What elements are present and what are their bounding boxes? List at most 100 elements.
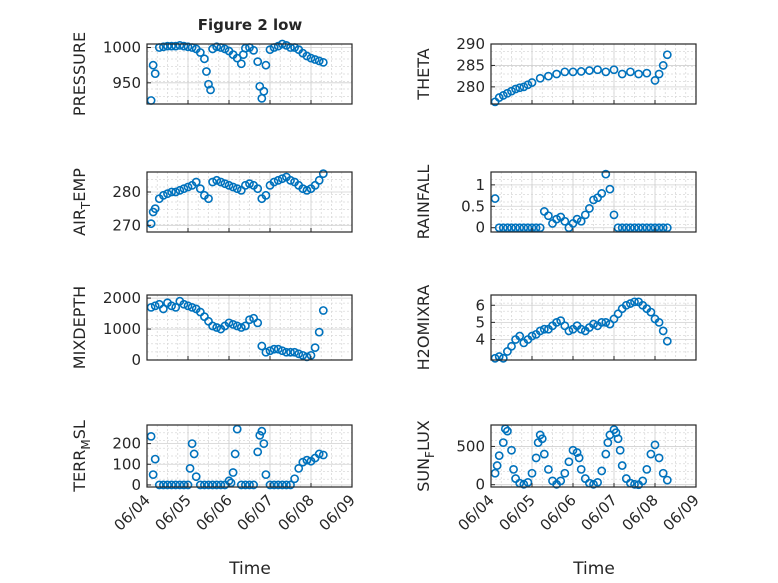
data-point [195, 480, 205, 490]
y-tick-label: 285 [456, 56, 485, 74]
x-tick-label: 06/08 [275, 491, 318, 534]
data-point [498, 223, 508, 233]
x-tick-label: 06/04 [111, 491, 154, 534]
data-point [179, 41, 189, 51]
data-point [502, 223, 512, 233]
data-point [148, 470, 158, 479]
data-point [195, 184, 205, 194]
y-tick-label: 0.5 [461, 197, 485, 215]
data-point [597, 317, 607, 327]
axes-box [490, 43, 697, 105]
axes-box [146, 171, 353, 233]
data-point [195, 48, 205, 57]
data-point [163, 189, 172, 199]
data-point [150, 301, 160, 311]
data-point [650, 76, 660, 85]
x-tick-label: 06/05 [496, 491, 539, 534]
data-point [257, 341, 267, 351]
data-point [507, 341, 516, 351]
data-point [630, 297, 639, 307]
data-point [593, 65, 602, 75]
y-tick-label: 0 [475, 219, 485, 237]
data-point [208, 321, 217, 331]
data-point [259, 86, 269, 96]
data-point [179, 184, 189, 194]
data-point [236, 480, 246, 490]
data-point [204, 194, 213, 204]
data-point [236, 59, 246, 69]
data-point [613, 434, 623, 444]
y-tick-label: 280 [112, 183, 141, 201]
y-tick-label: 950 [112, 74, 141, 92]
data-point [535, 73, 545, 83]
data-point [560, 67, 570, 77]
data-point [634, 69, 643, 79]
data-point [494, 223, 504, 233]
data-point [228, 468, 238, 477]
y-tick-label: 0 [475, 476, 485, 494]
data-point [220, 179, 230, 189]
subplot-3: 270 280 AIRTEMP [70, 168, 353, 236]
data-point [519, 479, 529, 489]
data-point [249, 45, 258, 55]
data-point [216, 177, 226, 187]
data-point [531, 453, 541, 463]
data-point [240, 480, 250, 490]
data-point [626, 67, 635, 77]
data-point [171, 41, 181, 51]
data-point [621, 223, 631, 233]
data-point [589, 319, 598, 329]
data-point [580, 210, 590, 220]
y-tick-label: 0 [131, 476, 141, 494]
data-point [171, 302, 181, 312]
data-point [617, 69, 627, 79]
data-point [294, 463, 304, 473]
data-point [277, 480, 287, 490]
x-tick-label: 06/09 [660, 491, 703, 534]
data-point [552, 69, 561, 79]
data-point [490, 194, 500, 203]
data-point [507, 445, 516, 455]
data-point [265, 346, 275, 356]
data-point [498, 353, 508, 363]
data-point [654, 317, 664, 327]
data-point [158, 480, 168, 490]
data-point [617, 223, 627, 233]
data-point [490, 468, 500, 478]
data-point [240, 180, 250, 190]
data-point [527, 468, 537, 478]
data-point [281, 480, 291, 490]
data-point [527, 78, 537, 87]
data-point [212, 323, 222, 332]
data-point [658, 223, 668, 233]
data-point [306, 53, 316, 63]
data-point [654, 223, 664, 233]
data-point [202, 67, 211, 76]
data-point [544, 464, 553, 474]
data-point [642, 68, 652, 78]
data-point [302, 455, 312, 465]
data-point [146, 431, 156, 441]
data-point [662, 336, 672, 346]
data-point [216, 480, 226, 490]
y-tick-label: 100 [112, 455, 141, 473]
data-point [146, 219, 156, 229]
data-point [589, 479, 598, 489]
data-point [527, 331, 537, 341]
data-point [615, 445, 625, 455]
data-point [511, 474, 520, 483]
data-point [212, 480, 222, 490]
figure-title: Figure 2 low [198, 16, 303, 34]
subplot-8: 0 500 SUNFLUX 06/0406/0506/0606/0706/0806/0… [414, 420, 703, 534]
data-point [232, 184, 242, 194]
data-point [253, 447, 263, 457]
data-point [564, 457, 574, 467]
data-point [658, 61, 668, 70]
data-point [269, 344, 279, 354]
subplot-4: 0 0.5 1 RAINFALL [414, 165, 697, 239]
data-point [310, 343, 320, 353]
data-point [230, 449, 240, 459]
data-point [609, 210, 619, 220]
x-axis-label-left: Time [228, 559, 271, 579]
